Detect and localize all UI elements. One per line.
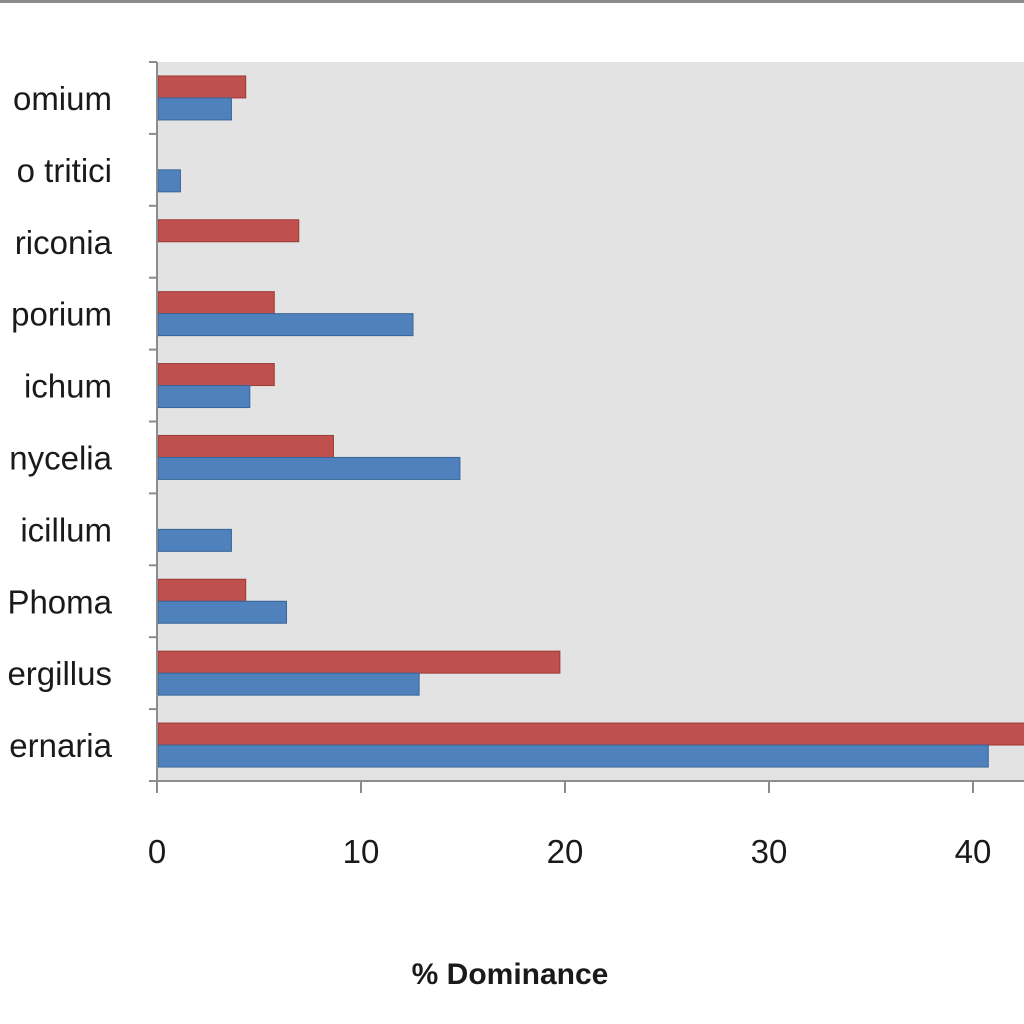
category-label: nycelia xyxy=(9,439,112,476)
bar-red-9 xyxy=(157,722,1024,746)
labels-group: omium o tritici riconia porium ichum nycelia i… xyxy=(7,80,991,870)
category-label: ernaria xyxy=(9,727,112,764)
bars-group xyxy=(157,75,1024,768)
bar-blue-6 xyxy=(157,528,232,552)
bar-red-4 xyxy=(157,363,275,387)
bar-blue-9 xyxy=(157,744,989,768)
x-tick-label: 30 xyxy=(751,833,788,870)
axes-group xyxy=(149,61,1024,793)
bar-red-3 xyxy=(157,291,275,315)
x-tick-label: 20 xyxy=(547,833,584,870)
category-label: o tritici xyxy=(17,152,112,189)
category-label: icillum xyxy=(20,511,112,548)
category-label: riconia xyxy=(15,224,113,261)
bar-blue-3 xyxy=(157,313,414,337)
bar-blue-1 xyxy=(157,169,181,193)
bar-red-8 xyxy=(157,650,561,674)
category-label: ergillus xyxy=(7,655,112,692)
x-axis-title: % Dominance xyxy=(412,958,609,991)
bar-blue-0 xyxy=(157,97,232,121)
x-tick-label: 0 xyxy=(148,833,166,870)
bar-red-2 xyxy=(157,219,300,243)
x-tick-label: 10 xyxy=(343,833,380,870)
x-tick-label: 40 xyxy=(955,833,992,870)
bar-red-5 xyxy=(157,434,334,458)
category-label: porium xyxy=(11,296,112,333)
bar-red-7 xyxy=(157,578,247,602)
bar-red-0 xyxy=(157,75,247,99)
category-label: Phoma xyxy=(7,583,112,620)
bar-blue-5 xyxy=(157,456,461,480)
category-label: omium xyxy=(13,80,112,117)
bar-blue-7 xyxy=(157,600,288,624)
bar-blue-8 xyxy=(157,672,420,696)
category-label: ichum xyxy=(24,368,112,405)
bar-blue-4 xyxy=(157,385,251,409)
